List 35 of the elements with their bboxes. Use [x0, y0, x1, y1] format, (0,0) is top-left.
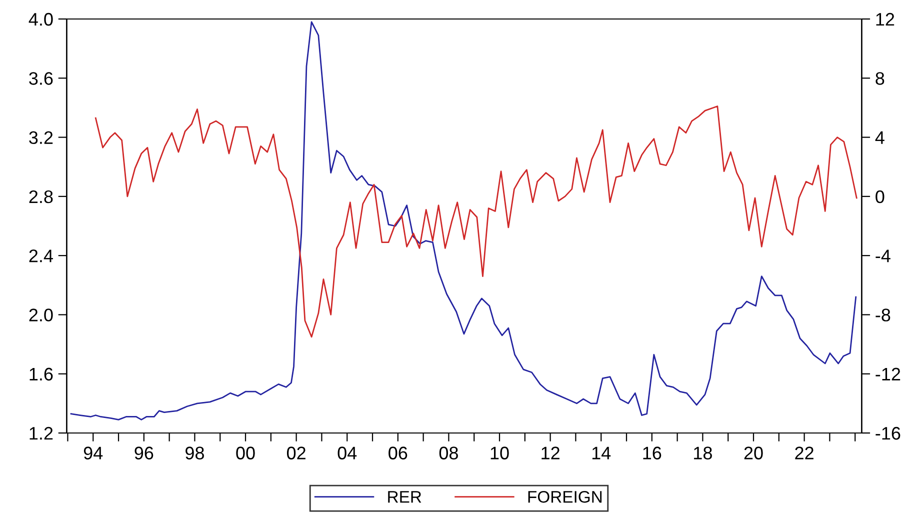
- x-tick-label: 02: [286, 446, 306, 460]
- y-tick-label: 2.8: [29, 190, 53, 204]
- x-tick-label: 12: [542, 446, 560, 460]
- x-tick-label: 14: [592, 446, 611, 460]
- y2-tick-label: -12: [876, 368, 900, 380]
- x-tick-label: 98: [186, 446, 204, 460]
- y-tick-label: 3.2: [29, 131, 53, 144]
- x-tick-label: 18: [694, 446, 712, 460]
- x-tick-label: 10: [490, 446, 509, 460]
- x-tick-label: 22: [795, 446, 814, 460]
- y2-tick-label: 0: [876, 190, 884, 204]
- y2-tick-label: 4: [875, 131, 884, 144]
- y-tick-label: 1.6: [30, 368, 53, 381]
- legend-label: FOREIGN: [528, 490, 602, 503]
- y-tick-label: 4.0: [28, 12, 53, 26]
- y-tick-label: 3.6: [29, 72, 53, 85]
- y2-tick-label: -16: [876, 426, 900, 440]
- x-tick-label: 04: [338, 446, 357, 460]
- y2-tick-label: 8: [876, 72, 884, 85]
- line-series: [70, 21, 857, 420]
- x-tick-label: 16: [643, 446, 662, 460]
- line-series: [94, 106, 858, 338]
- y-tick-label: 1.2: [30, 426, 53, 440]
- x-tick-label: 06: [388, 446, 408, 460]
- x-tick-label: 00: [236, 446, 255, 460]
- y-tick-label: 2.4: [29, 250, 53, 262]
- legend-label: RER: [388, 491, 422, 503]
- x-tick-label: 20: [744, 446, 763, 460]
- y2-tick-label: -8: [876, 308, 890, 322]
- x-tick-label: 94: [84, 446, 103, 460]
- y2-tick-label: -4: [876, 250, 890, 262]
- y2-tick-label: 12: [876, 12, 894, 26]
- x-tick-label: 96: [134, 446, 154, 460]
- x-tick-label: 08: [439, 446, 458, 460]
- y-tick-label: 2.0: [29, 308, 53, 322]
